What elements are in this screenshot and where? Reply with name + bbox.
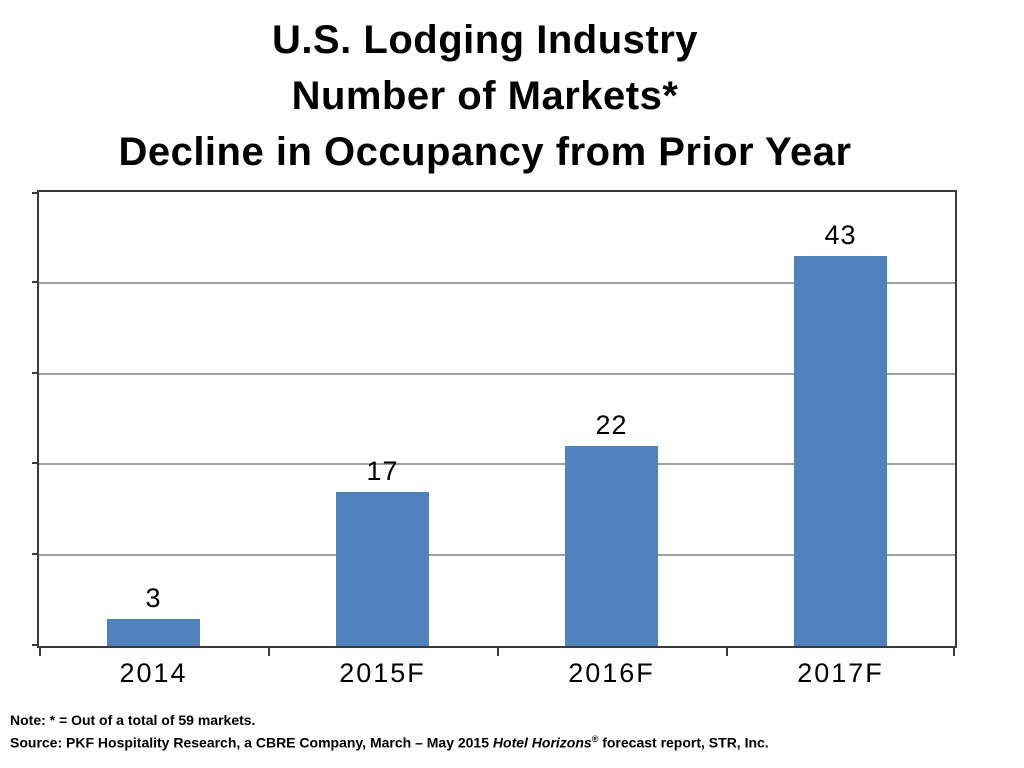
footnote-note: Note: * = Out of a total of 59 markets.: [10, 712, 256, 728]
bar-value-label-2016F: 22: [595, 410, 628, 441]
footnote-source-suffix: forecast report, STR, Inc.: [598, 734, 769, 751]
y-axis-tick-40: [32, 280, 39, 283]
chart-title-line-1: U.S. Lodging Industry: [271, 18, 699, 62]
gridline-40: [39, 281, 955, 284]
bar-value-label-2014: 3: [145, 582, 162, 613]
bar-2015F: [336, 491, 429, 646]
footnote: Note: * = Out of a total of 59 markets. …: [10, 711, 769, 753]
x-axis-label-2017F: 2017F: [797, 658, 884, 688]
footnote-source-publication: Hotel Horizons: [492, 734, 592, 751]
footnote-source: Source: PKF Hospitality Research, a CBRE…: [10, 730, 769, 753]
x-axis-tick-1: [268, 646, 270, 656]
bar-2017F: [794, 255, 887, 646]
bar-2014: [107, 618, 200, 646]
x-axis-tick-2: [497, 646, 499, 656]
chart-title-line-3: Decline in Occupancy from Prior Year: [118, 130, 852, 174]
chart-title-line-2: Number of Markets*: [291, 74, 679, 118]
plot-area: 3 17 22 43: [32, 190, 957, 656]
gridline-20: [39, 463, 955, 466]
x-axis-tick-3: [726, 646, 728, 656]
bar-value-label-2017F: 43: [824, 219, 857, 250]
bar-2016F: [565, 446, 658, 646]
gridline-30: [39, 372, 955, 375]
y-axis-tick-30: [32, 371, 39, 374]
gridline-10: [39, 554, 955, 557]
x-axis-label-2015F: 2015F: [339, 658, 426, 688]
x-axis-category-labels: 2014 2015F 2016F 2017F: [39, 658, 955, 688]
x-axis-label-2014: 2014: [119, 658, 188, 688]
footnote-source-prefix: Source: PKF Hospitality Research, a CBRE…: [10, 734, 493, 751]
registered-trademark-symbol: ®: [591, 734, 599, 744]
y-axis-tick-10: [32, 553, 39, 556]
x-axis-label-2016F: 2016F: [568, 658, 655, 688]
y-axis-tick-50: [32, 192, 39, 194]
x-axis-tick-4: [953, 646, 955, 656]
bar-value-label-2015F: 17: [366, 455, 399, 486]
x-axis-tick-0: [39, 646, 41, 656]
chart-title: U.S. Lodging Industry Number of Markets*…: [0, 12, 970, 180]
y-axis-tick-20: [32, 462, 39, 465]
y-axis-tick-0: [32, 644, 39, 646]
